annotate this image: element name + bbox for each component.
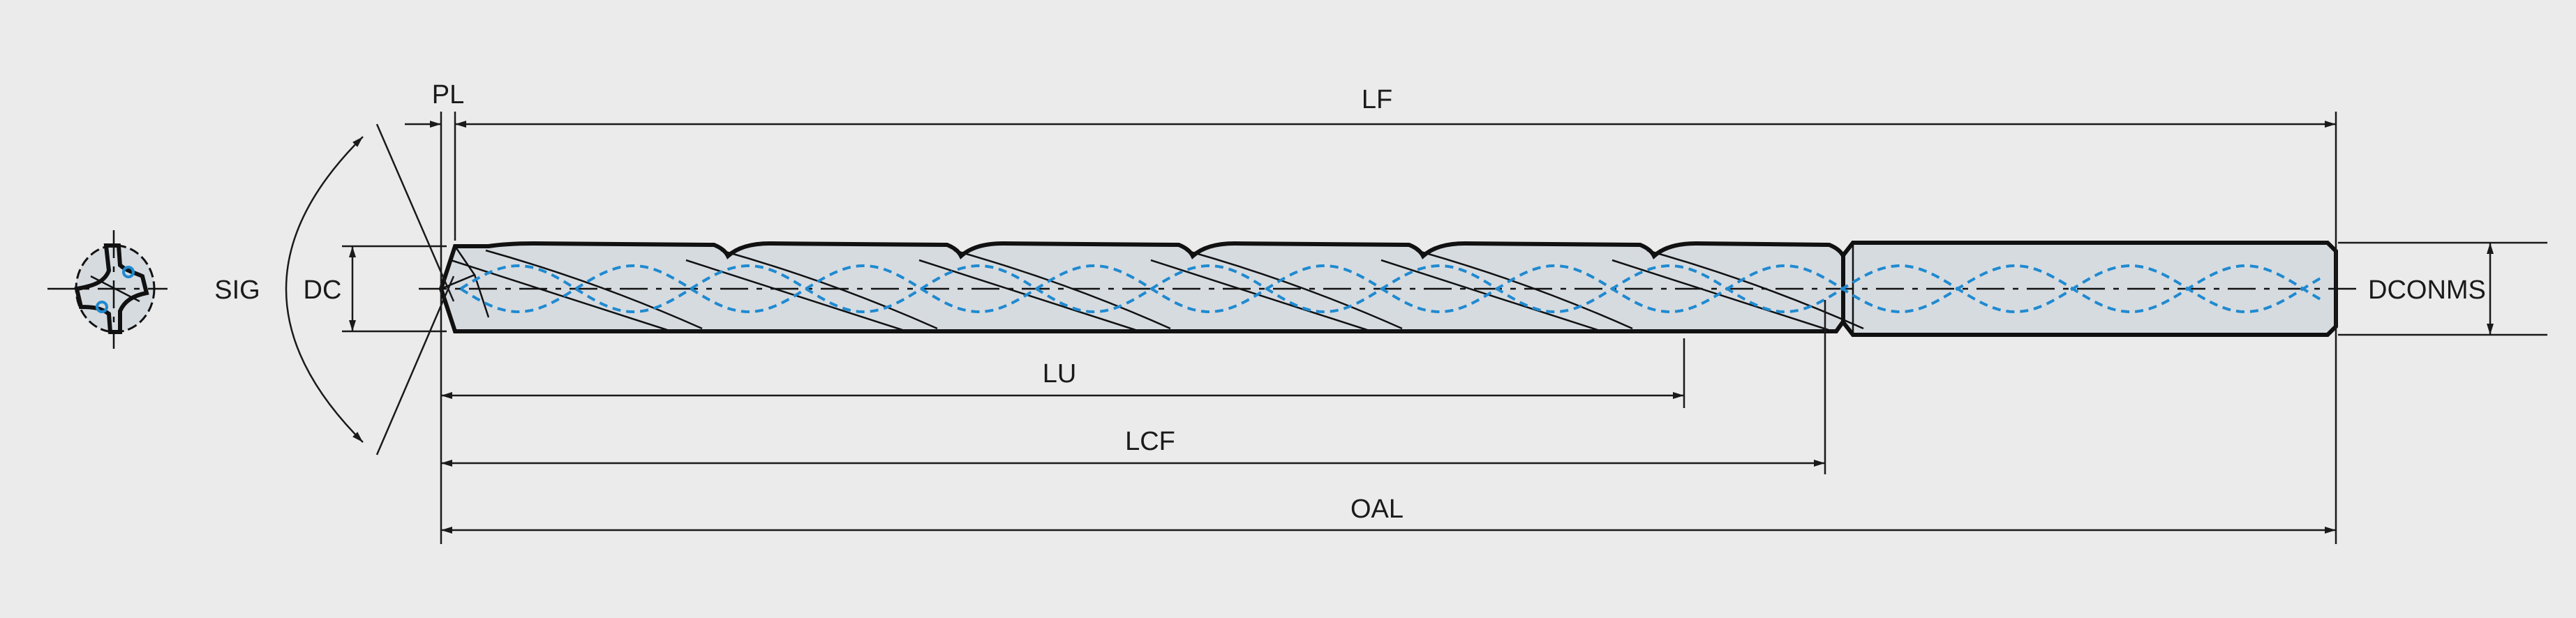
lcf-label: LCF <box>1125 427 1175 456</box>
sig-extension-bottom <box>375 276 455 455</box>
end-view-cross-section <box>47 230 167 349</box>
cutting-edge <box>440 246 490 318</box>
flute-helix-edge <box>1185 249 1403 330</box>
flute-helix-edge <box>953 249 1171 330</box>
coolant-channel <box>459 264 2325 314</box>
coolant-hole <box>122 266 135 278</box>
flute-helix-edge <box>918 259 1136 331</box>
flute-helix-edge <box>1646 249 1864 330</box>
sig-label: SIG <box>214 276 260 305</box>
flute-helix-edge <box>720 249 938 330</box>
lf-label: LF <box>1362 85 1392 114</box>
dimensions: SIG DC PL LF LU LCF OAL DCONMS <box>214 80 2547 544</box>
dc-label: DC <box>304 276 342 305</box>
pl-label: PL <box>432 80 464 110</box>
sig-extension-top <box>375 123 455 302</box>
flute-helix-edge <box>485 249 703 330</box>
sig-angle-arc <box>285 136 364 443</box>
lu-label: LU <box>1043 359 1077 389</box>
flute-helix-edge <box>1415 249 1633 330</box>
flute-helix-edge <box>450 259 668 331</box>
flute-helix-edge <box>1150 259 1368 331</box>
oal-label: OAL <box>1350 495 1404 524</box>
flute-helix-edge <box>1380 259 1598 331</box>
fluted-section <box>438 241 1845 333</box>
coolant-channel <box>459 264 2325 314</box>
dconms-label: DCONMS <box>2368 276 2486 305</box>
coolant-hole <box>96 301 108 313</box>
flute-helix-edge <box>1611 259 1829 331</box>
drill-body <box>419 241 2359 337</box>
